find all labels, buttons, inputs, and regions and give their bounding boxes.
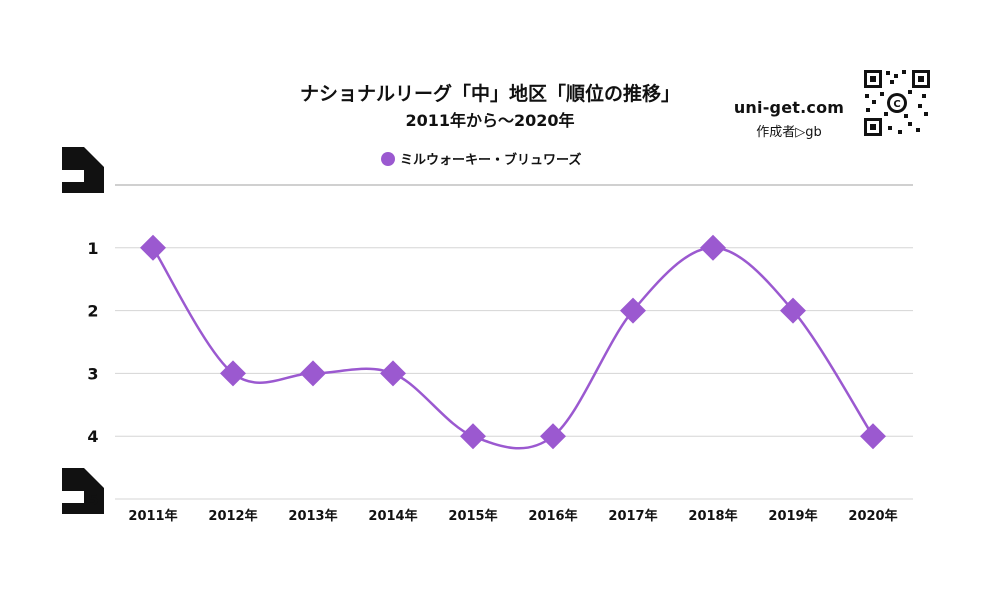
data-point-marker	[380, 360, 406, 387]
x-tick-label: 2016年	[528, 508, 577, 524]
site-name[interactable]: uni-get.com	[733, 98, 845, 117]
data-point-marker	[620, 297, 646, 324]
data-point-marker	[860, 423, 886, 450]
legend-label: ミルウォーキー・ブリュワーズ	[400, 152, 581, 168]
grid-lines	[115, 184, 913, 500]
data-point-marker	[540, 423, 566, 450]
data-point-marker	[300, 360, 326, 387]
series-markers	[140, 234, 886, 450]
data-point-marker	[460, 423, 486, 450]
data-point-marker	[700, 234, 726, 261]
qr-code-icon: C	[862, 68, 932, 138]
x-tick-label: 2011年	[128, 508, 177, 524]
y-tick-label: 4	[87, 427, 98, 446]
y-tick-label: 3	[87, 364, 98, 383]
y-tick-label: 2	[87, 302, 98, 321]
legend-marker	[381, 152, 395, 166]
x-tick-label: 2013年	[288, 508, 337, 524]
corner-decoration-top	[62, 147, 104, 193]
corner-decoration-bottom	[62, 468, 104, 514]
branding: uni-get.com 作成者▷gb	[724, 98, 854, 140]
x-tick-label: 2012年	[208, 508, 257, 524]
svg-text:C: C	[893, 99, 900, 110]
data-point-marker	[220, 360, 246, 387]
series-line	[151, 246, 875, 450]
x-tick-label: 2014年	[368, 508, 417, 524]
x-tick-label: 2020年	[848, 508, 897, 524]
x-tick-label: 2015年	[448, 508, 497, 524]
chart-title: ナショナルリーグ「中」地区「順位の推移」	[300, 82, 680, 105]
x-tick-label: 2018年	[688, 508, 737, 524]
data-point-marker	[140, 234, 166, 261]
x-tick-label: 2017年	[608, 508, 657, 524]
y-axis-ticks: 1 2 3 4 5	[87, 239, 98, 509]
x-axis-ticks: 2011年 2012年 2013年 2014年 2015年 2016年 2017年 2018年…	[128, 508, 897, 524]
author-label: 作成者▷gb	[756, 125, 822, 140]
y-tick-label: 1	[87, 239, 98, 258]
data-point-marker	[780, 297, 806, 324]
y-tick-label: 5	[87, 490, 98, 509]
legend: ミルウォーキー・ブリュワーズ	[381, 152, 581, 168]
x-tick-label: 2019年	[768, 508, 817, 524]
chart-subtitle: 2011年から〜2020年	[405, 111, 574, 130]
